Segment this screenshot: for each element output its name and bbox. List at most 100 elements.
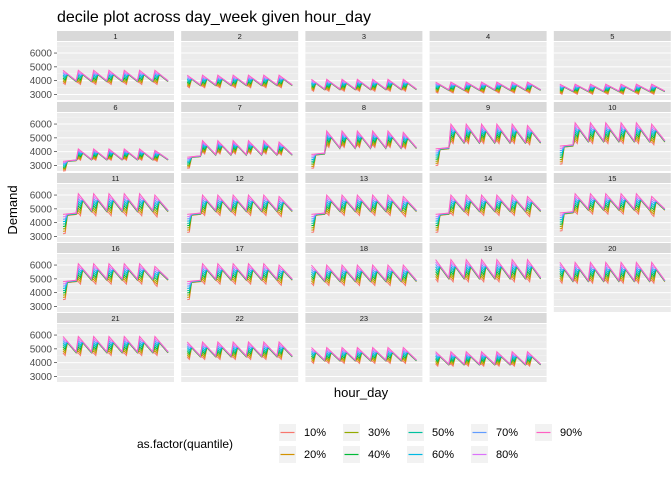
facet-panel-21: 21 3000 4000 5000 6000 [30, 313, 174, 383]
facet-panel-4: 4 [429, 31, 547, 100]
facet-strip-label: 13 [360, 174, 368, 183]
y-tick-label: 3000 [30, 302, 53, 313]
facet-strip-label: 18 [360, 244, 368, 253]
legend-label: 10% [304, 427, 326, 439]
facet-strip [429, 243, 547, 253]
legend: as.factor(quantile) 10% 20% 30% 40% 50% 60% 70… [137, 424, 582, 463]
legend-label: 60% [432, 449, 454, 461]
facet-panel-7: 7 [181, 102, 299, 171]
legend-label: 70% [496, 427, 518, 439]
panel-background [305, 42, 423, 100]
y-tick-label: 3000 [30, 90, 53, 101]
quantile-line-90pct [311, 78, 417, 90]
facet-panel-12: 12 [181, 173, 299, 242]
facet-strip [181, 173, 299, 183]
panel-background [305, 113, 423, 171]
facet-panel-18: 18 [305, 243, 423, 312]
facet-panel-5: 5 [553, 31, 671, 100]
quantile-line-90pct [559, 121, 666, 147]
facet-panel-10: 10 [553, 102, 671, 171]
facet-strip [305, 31, 423, 41]
facet-strip [181, 313, 299, 323]
y-tick-label: 3000 [30, 161, 53, 172]
facet-strip-label: 6 [113, 103, 117, 112]
panel-background [181, 42, 299, 100]
facet-panel-13: 13 [305, 173, 423, 242]
quantile-line-90pct [435, 193, 541, 215]
y-tick-label: 3000 [30, 232, 53, 243]
quantile-line-90pct [187, 193, 293, 215]
facet-strip-label: 17 [236, 244, 244, 253]
facet-strip [57, 31, 174, 41]
facet-strip-label: 4 [486, 32, 490, 41]
facet-strip [181, 243, 299, 253]
y-tick-label: 6000 [30, 261, 53, 272]
facet-strip-label: 21 [111, 314, 119, 323]
facet-strip-label: 7 [238, 103, 242, 112]
facet-strip [553, 243, 671, 253]
facet-panel-16: 16 3000 4000 5000 6000 [30, 243, 174, 313]
facet-panel-17: 17 [181, 243, 299, 312]
facet-strip [181, 31, 299, 41]
legend-item-60pct: 60% [407, 446, 454, 463]
legend-label: 40% [368, 449, 390, 461]
facet-strip [305, 102, 423, 112]
quantile-line-90pct [559, 260, 666, 282]
facet-panel-24: 24 [429, 313, 547, 382]
legend-item-30pct: 30% [343, 424, 390, 441]
legend-label: 80% [496, 449, 518, 461]
facet-strip [305, 243, 423, 253]
facet-strip [429, 313, 547, 323]
facet-strip-label: 22 [236, 314, 244, 323]
quantile-line-90pct [311, 263, 417, 282]
legend-entries: 10% 20% 30% 40% 50% 60% 70% 80% 90% [279, 424, 582, 463]
facet-strip [429, 173, 547, 183]
facet-strip [305, 173, 423, 183]
quantile-line-90pct [186, 340, 293, 357]
facet-strip-label: 2 [238, 32, 242, 41]
facet-strip [181, 102, 299, 112]
y-tick-label: 5000 [30, 204, 53, 215]
quantile-line-90pct [62, 148, 169, 162]
facet-panel-20: 20 [553, 243, 671, 312]
quantile-line-90pct [311, 346, 417, 361]
legend-item-70pct: 70% [471, 424, 518, 441]
y-tick-label: 5000 [30, 133, 53, 144]
facet-panel-23: 23 [305, 313, 423, 382]
facet-panel-6: 6 3000 4000 5000 6000 [30, 102, 174, 172]
facet-strip [57, 173, 174, 183]
facet-strip [57, 313, 174, 323]
facet-strip [553, 102, 671, 112]
quantile-line-90pct [311, 193, 417, 215]
facet-strip [57, 243, 174, 253]
quantile-line-90pct [435, 122, 541, 150]
y-tick-label: 5000 [30, 274, 53, 285]
quantile-line-90pct [311, 129, 417, 155]
facet-strip [429, 31, 547, 41]
y-tick-label: 4000 [30, 218, 53, 229]
facet-panel-22: 22 [181, 313, 299, 382]
facet-strip [305, 313, 423, 323]
y-tick-label: 3000 [30, 372, 53, 383]
facet-strip [429, 102, 547, 112]
facet-strip [57, 102, 174, 112]
facet-strip-label: 9 [486, 103, 490, 112]
quantile-line-90pct [435, 350, 541, 366]
legend-item-50pct: 50% [407, 424, 454, 441]
panel-background [57, 113, 174, 171]
facet-strip-label: 11 [112, 174, 120, 183]
facet-strip [553, 173, 671, 183]
legend-label: 20% [304, 449, 326, 461]
facet-strip-label: 15 [608, 174, 616, 183]
facet-strip-label: 1 [113, 32, 117, 41]
legend-item-80pct: 80% [471, 446, 518, 463]
facet-strip-label: 14 [484, 174, 492, 183]
quantile-line-90pct [62, 335, 169, 353]
y-tick-label: 5000 [30, 344, 53, 355]
quantile-line-90pct [187, 139, 293, 158]
quantile-line-90pct [62, 262, 169, 283]
quantile-line-90pct [186, 74, 293, 86]
facet-strip-label: 23 [360, 314, 368, 323]
facet-strip-label: 19 [484, 244, 492, 253]
